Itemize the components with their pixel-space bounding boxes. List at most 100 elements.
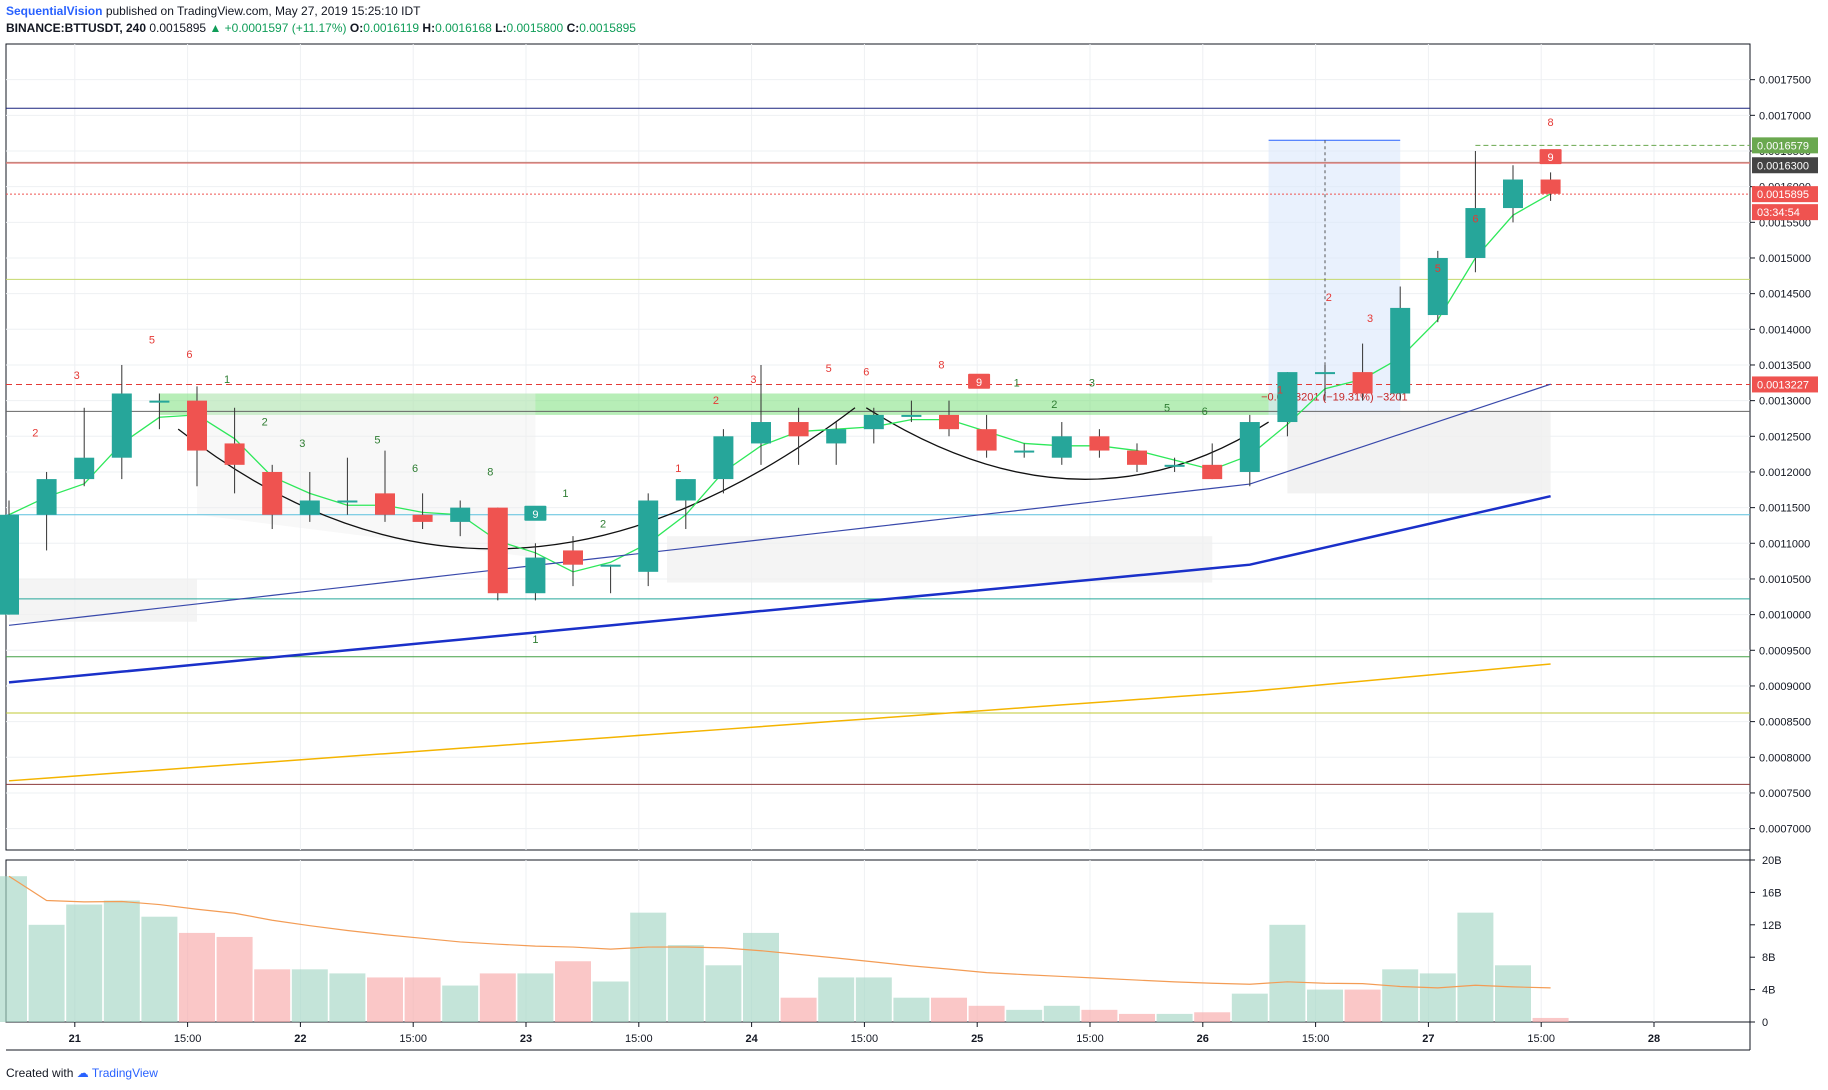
created-with-text: Created with bbox=[6, 1066, 74, 1080]
candle-body bbox=[299, 500, 320, 515]
tradingview-logo-icon: ☁ bbox=[76, 1066, 89, 1080]
td-count-red: 3 bbox=[74, 370, 80, 382]
volume-bar bbox=[705, 965, 742, 1022]
time-tick-label: 22 bbox=[294, 1033, 306, 1045]
publish-header: SequentialVision published on TradingVie… bbox=[6, 4, 420, 18]
price-tick-label: 0.0017000 bbox=[1759, 110, 1811, 122]
last-price: 0.0015895 bbox=[149, 21, 207, 35]
tdst-zone-right bbox=[1287, 411, 1551, 494]
price-axis-tag bbox=[1752, 157, 1818, 174]
measure-label: −0.0003201 (−19.31%) −3201 bbox=[1261, 391, 1408, 403]
td-count-red: 8 bbox=[1548, 117, 1554, 129]
price-tick-label: 0.0015500 bbox=[1759, 217, 1811, 229]
candle-body bbox=[262, 471, 283, 515]
low-label: L: bbox=[495, 21, 507, 35]
candle-body bbox=[1014, 450, 1035, 453]
volume-bar bbox=[1382, 969, 1419, 1022]
volume-bar bbox=[855, 977, 892, 1022]
candle-body bbox=[149, 400, 170, 403]
price-tick-label: 0.0009500 bbox=[1759, 645, 1811, 657]
price-axis-tag bbox=[1752, 137, 1818, 154]
volume-bar bbox=[1043, 1005, 1080, 1022]
volume-bar bbox=[179, 932, 215, 1022]
candle-body bbox=[74, 457, 95, 480]
time-tick-label: 15:00 bbox=[851, 1033, 879, 1045]
td-count-green: 1 bbox=[562, 488, 568, 500]
volume-bar bbox=[479, 973, 516, 1022]
price-tick-label: 0.0008000 bbox=[1759, 752, 1811, 764]
candle-body bbox=[1427, 257, 1448, 316]
td-count-red: 3 bbox=[1367, 313, 1373, 325]
price-tick-label: 0.0011500 bbox=[1759, 503, 1810, 515]
volume-bar bbox=[1457, 912, 1494, 1022]
td-count-red: 1 bbox=[675, 463, 681, 475]
low-value: 0.0015800 bbox=[506, 21, 564, 35]
time-tick-label: 15:00 bbox=[174, 1033, 202, 1045]
candle-body bbox=[487, 507, 508, 594]
td-count-red: 2 bbox=[1326, 292, 1332, 304]
time-tick-label: 15:00 bbox=[399, 1033, 427, 1045]
td-count-red: 6 bbox=[1472, 213, 1478, 225]
high-label: H: bbox=[422, 21, 436, 35]
price-tick-label: 0.0015000 bbox=[1759, 253, 1811, 265]
countdown-label: 03:34:54 bbox=[1757, 207, 1800, 219]
candle-body bbox=[1390, 307, 1411, 394]
candle-body bbox=[563, 550, 583, 565]
volume-bar bbox=[1532, 1017, 1569, 1022]
time-tick-label: 23 bbox=[520, 1033, 532, 1045]
candle-body bbox=[901, 414, 922, 417]
candle-body bbox=[224, 443, 245, 465]
volume-bar bbox=[66, 904, 103, 1022]
volume-tick-label: 12B bbox=[1762, 920, 1782, 932]
volume-tick-label: 8B bbox=[1762, 952, 1775, 964]
td-count-red: 6 bbox=[186, 349, 192, 361]
price-tick-label: 0.0013500 bbox=[1759, 360, 1811, 372]
candle-body bbox=[600, 564, 621, 567]
tradingview-brand[interactable]: TradingView bbox=[91, 1066, 158, 1080]
candle-body bbox=[1352, 372, 1373, 394]
time-tick-label: 26 bbox=[1197, 1033, 1209, 1045]
candle-body bbox=[675, 479, 696, 501]
price-tick-label: 0.0011000 bbox=[1759, 538, 1810, 550]
countdown-tag bbox=[1752, 204, 1818, 221]
volume-bar bbox=[1231, 993, 1268, 1022]
volume-bar bbox=[1307, 989, 1343, 1022]
volume-bar bbox=[780, 997, 817, 1022]
author-link[interactable]: SequentialVision bbox=[6, 4, 103, 18]
price-axis-tag-label: 0.0016579 bbox=[1757, 140, 1809, 152]
volume-bar bbox=[216, 936, 253, 1022]
td-count-green: 5 bbox=[1164, 402, 1170, 414]
candle-body bbox=[1239, 422, 1260, 472]
open-value: 0.0016119 bbox=[363, 21, 420, 35]
price-tick-label: 0.0009000 bbox=[1759, 681, 1811, 693]
price-tick-label: 0.0017500 bbox=[1759, 75, 1811, 87]
td-count-green: 1 bbox=[1014, 377, 1020, 389]
td-nine-label: 9 bbox=[1548, 152, 1554, 164]
td-count-green: 8 bbox=[487, 467, 493, 479]
volume-bar bbox=[630, 912, 667, 1022]
candle-body bbox=[1503, 179, 1523, 209]
candle-body bbox=[0, 514, 19, 615]
td-count-red: 2 bbox=[713, 395, 719, 407]
volume-bar bbox=[555, 961, 591, 1022]
price-tick-label: 0.0012500 bbox=[1759, 431, 1811, 443]
tdst-zone-mid bbox=[667, 536, 1213, 583]
volume-tick-label: 0 bbox=[1762, 1017, 1768, 1029]
candle-body bbox=[1315, 372, 1335, 375]
candle-body bbox=[1164, 464, 1185, 467]
candle-body bbox=[412, 514, 433, 522]
time-tick-label: 24 bbox=[745, 1033, 758, 1045]
volume-bar bbox=[1156, 1013, 1193, 1022]
volume-bar bbox=[517, 973, 554, 1022]
volume-bar bbox=[141, 916, 178, 1022]
td-nine-tag bbox=[968, 373, 991, 389]
candle-body bbox=[1277, 372, 1298, 423]
price-tick-label: 0.0012000 bbox=[1759, 467, 1811, 479]
handle-pattern-arc bbox=[865, 407, 1269, 480]
td-count-green: 2 bbox=[1051, 399, 1057, 411]
td-count-green: 1 bbox=[224, 374, 230, 386]
price-tick-label: 0.0010500 bbox=[1759, 574, 1811, 586]
candle-body bbox=[450, 507, 471, 522]
td-count-green: 3 bbox=[299, 438, 305, 450]
